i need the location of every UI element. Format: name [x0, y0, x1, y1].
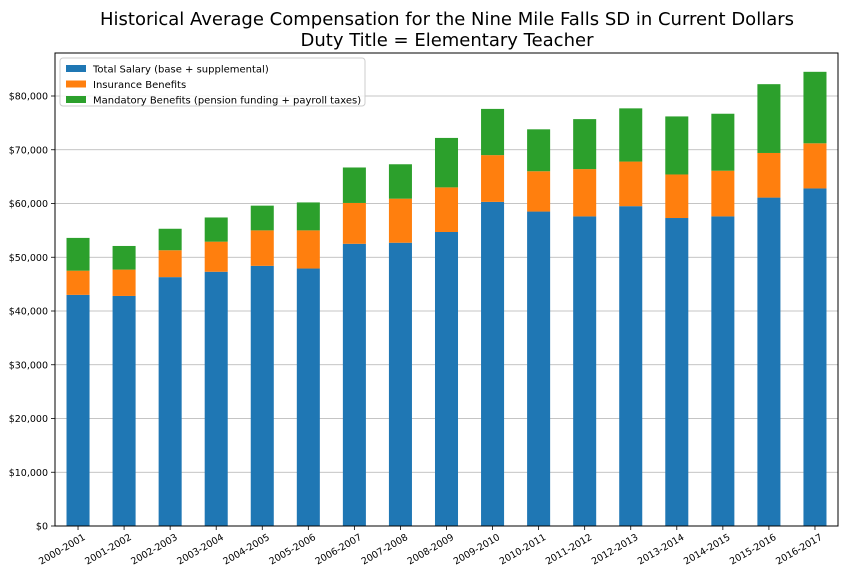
bar-segment-mandatory [803, 71, 827, 144]
x-tick-label: 2016-2017 [774, 532, 824, 567]
x-tick-label: 2014-2015 [682, 532, 732, 567]
bar-segment-salary [803, 188, 827, 526]
bar-segment-insurance [342, 202, 366, 244]
legend-swatch [66, 96, 86, 103]
bar-segment-mandatory [204, 217, 228, 242]
bar-segment-insurance [204, 241, 228, 272]
bar-segment-salary [66, 294, 90, 526]
plot-frame [54, 52, 839, 527]
bar-segment-mandatory [757, 84, 781, 153]
bar-segment-salary [619, 206, 643, 526]
bar-segment-salary [665, 218, 689, 526]
y-tick-label: $10,000 [9, 468, 48, 479]
bar-segment-insurance [711, 170, 735, 217]
bar-segment-salary [296, 268, 320, 526]
bar-segment-salary [158, 277, 182, 526]
x-tick-label: 2004-2005 [221, 532, 271, 567]
bar-segment-salary [388, 242, 412, 527]
x-tick-label: 2011-2012 [544, 532, 594, 567]
x-tick-label: 2002-2003 [129, 532, 179, 567]
bar-segment-mandatory [481, 108, 505, 156]
x-tick-label: 2013-2014 [636, 532, 686, 567]
bar-segment-salary [204, 271, 228, 526]
legend-box [59, 57, 366, 107]
bar-segment-salary [250, 265, 274, 526]
chart-title: Historical Average Compensation for the … [100, 9, 794, 30]
x-tick-label: 2009-2010 [452, 532, 502, 567]
y-tick-label: $30,000 [9, 360, 48, 371]
bar-segment-salary [573, 216, 597, 526]
legend-swatch [66, 65, 86, 72]
y-tick-label: $60,000 [9, 199, 48, 210]
y-tick-label: $20,000 [9, 414, 48, 425]
bar-segment-insurance [665, 174, 689, 219]
legend-label: Total Salary (base + supplemental) [92, 65, 269, 76]
bar-segment-salary [112, 295, 136, 526]
legend-label: Mandatory Benefits (pension funding + pa… [93, 96, 361, 107]
y-tick-label: $80,000 [9, 92, 48, 103]
x-tick-label: 2012-2013 [590, 532, 640, 567]
x-tick-label: 2001-2002 [83, 532, 133, 567]
bar-segment-salary [481, 201, 505, 526]
bar-segment-insurance [388, 198, 412, 243]
bar-segment-mandatory [112, 245, 136, 270]
bar-segment-insurance [803, 143, 827, 189]
bar-segment-insurance [434, 187, 459, 232]
legend-label: Insurance Benefits [93, 80, 186, 91]
bar-segment-insurance [66, 270, 90, 295]
bar-segment-mandatory [342, 167, 366, 203]
legend-swatch [66, 80, 86, 88]
x-tick-label: 2010-2011 [498, 532, 548, 567]
bar-segment-insurance [158, 250, 182, 278]
bars [66, 71, 827, 527]
x-axis-ticks: 2000-20012001-20022002-20032003-20042004… [37, 526, 824, 567]
legend: Total Salary (base + supplemental) Insura… [59, 57, 366, 107]
bar-segment-salary [757, 197, 781, 526]
y-tick-label: $0 [36, 522, 48, 533]
y-tick-label: $70,000 [9, 145, 48, 156]
x-tick-label: 2007-2008 [360, 532, 410, 567]
bar-segment-insurance [112, 269, 136, 296]
bar-segment-mandatory [665, 116, 689, 175]
y-tick-label: $50,000 [9, 253, 48, 264]
y-tick-label: $40,000 [9, 307, 48, 318]
bar-segment-insurance [573, 169, 597, 217]
bar-segment-mandatory [296, 202, 320, 231]
bar-segment-mandatory [158, 228, 182, 251]
x-tick-label: 2006-2007 [314, 532, 364, 567]
x-tick-label: 2008-2009 [406, 532, 456, 567]
y-axis-ticks: $0 $10,000 $20,000 $30,000 $40,000 $50,000 $60… [9, 92, 55, 533]
bar-segment-mandatory [527, 129, 551, 172]
bar-segment-insurance [250, 230, 274, 266]
x-tick-label: 2000-2001 [37, 532, 87, 567]
bar-segment-insurance [296, 230, 320, 269]
bar-segment-salary [527, 211, 551, 526]
bar-segment-salary [342, 243, 366, 526]
bar-segment-insurance [481, 155, 505, 202]
x-tick-label: 2003-2004 [175, 532, 225, 567]
bar-segment-mandatory [573, 119, 597, 170]
bar-segment-salary [434, 231, 459, 527]
bar-segment-insurance [619, 161, 643, 207]
bar-segment-mandatory [66, 237, 90, 271]
bar-segment-insurance [527, 171, 551, 212]
bar-segment-insurance [757, 152, 781, 198]
bar-segment-salary [711, 216, 735, 526]
bar-segment-mandatory [250, 205, 274, 231]
bar-segment-mandatory [619, 108, 643, 162]
bar-segment-mandatory [434, 137, 459, 188]
x-tick-label: 2005-2006 [267, 532, 317, 567]
x-tick-label: 2015-2016 [728, 532, 778, 567]
bar-segment-mandatory [711, 113, 735, 171]
chart-subtitle: Duty Title = Elementary Teacher [301, 30, 595, 51]
bar-segment-mandatory [388, 164, 412, 199]
